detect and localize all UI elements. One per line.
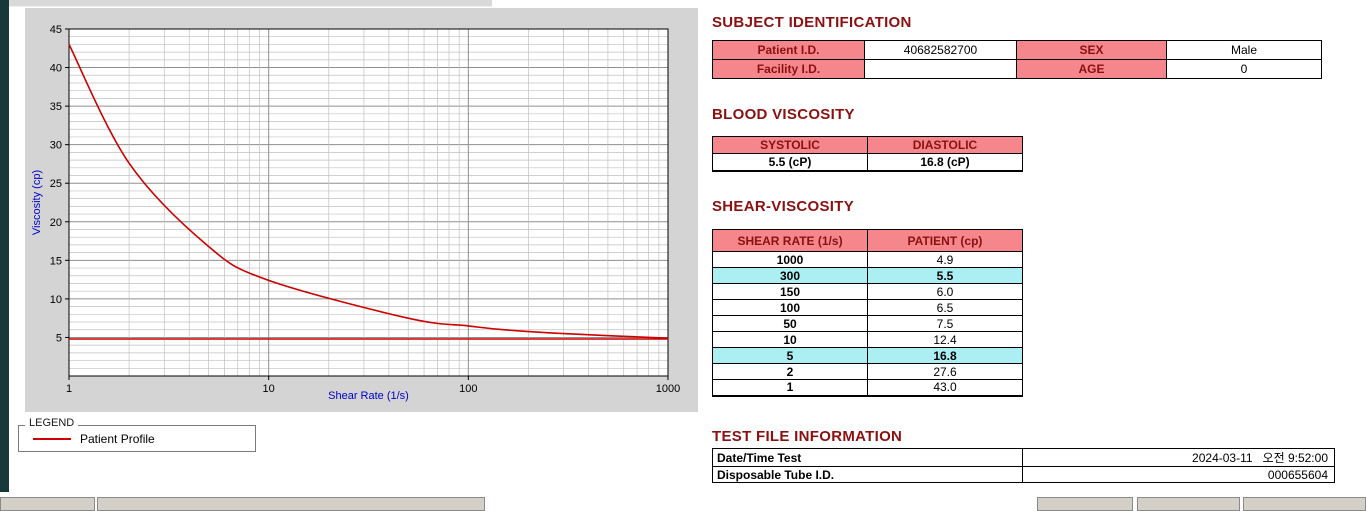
systolic-header: SYSTOLIC xyxy=(712,136,868,154)
shear-row: 10 12.4 xyxy=(712,331,1023,348)
shear-rate-cell: 300 xyxy=(712,267,868,284)
bottom-button[interactable] xyxy=(1037,497,1133,511)
subject-identification-title: SUBJECT IDENTIFICATION xyxy=(712,14,912,31)
date-time-test-value: 2024-03-11 오전 9:52:00 xyxy=(1022,448,1335,467)
bottom-button[interactable] xyxy=(1243,497,1366,511)
patient-id-label: Patient I.D. xyxy=(712,40,865,60)
svg-text:1: 1 xyxy=(66,383,72,395)
patient-value-cell: 6.0 xyxy=(867,283,1023,300)
shear-rate-cell: 150 xyxy=(712,283,868,300)
legend-caption: LEGEND xyxy=(25,417,79,429)
patient-value-cell: 16.8 xyxy=(867,347,1023,364)
facility-id-label: Facility I.D. xyxy=(712,59,865,79)
svg-text:35: 35 xyxy=(50,101,62,113)
svg-text:25: 25 xyxy=(50,178,62,190)
age-value: 0 xyxy=(1166,59,1322,79)
table-row: Disposable Tube I.D. 000655604 xyxy=(712,466,1335,483)
svg-text:40: 40 xyxy=(50,63,62,75)
shear-row: 300 5.5 xyxy=(712,267,1023,284)
legend-item-label: Patient Profile xyxy=(80,431,155,446)
bottom-button[interactable] xyxy=(97,497,485,511)
shear-row: 2 27.6 xyxy=(712,363,1023,380)
age-label: AGE xyxy=(1016,59,1167,79)
table-row: 5.5 (cP) 16.8 (cP) xyxy=(712,153,1023,171)
shear-row: 50 7.5 xyxy=(712,315,1023,332)
patient-profile-line-swatch xyxy=(33,437,71,440)
patient-value-cell: 6.5 xyxy=(867,299,1023,316)
shear-row: 150 6.0 xyxy=(712,283,1023,300)
table-row: Patient I.D. 40682582700 SEX Male xyxy=(712,40,1322,60)
patient-value-cell: 7.5 xyxy=(867,315,1023,332)
shear-row: 1000 4.9 xyxy=(712,251,1023,268)
patient-value-cell: 27.6 xyxy=(867,363,1023,380)
disposable-tube-id-label: Disposable Tube I.D. xyxy=(712,466,1023,483)
sex-label: SEX xyxy=(1016,40,1167,60)
patient-value-cell: 43.0 xyxy=(867,379,1023,396)
shear-rate-header: SHEAR RATE (1/s) xyxy=(712,229,868,252)
shear-rate-cell: 50 xyxy=(712,315,868,332)
patient-value-cell: 5.5 xyxy=(867,267,1023,284)
test-file-information-title: TEST FILE INFORMATION xyxy=(712,428,903,445)
systolic-value: 5.5 (cP) xyxy=(712,153,868,171)
bottom-button[interactable] xyxy=(1137,497,1240,511)
svg-text:100: 100 xyxy=(459,383,477,395)
shear-viscosity-table: SHEAR RATE (1/s) PATIENT (cp) 1000 4.9 3… xyxy=(712,229,1023,397)
shear-row: 1 43.0 xyxy=(712,379,1023,396)
legend-item: Patient Profile xyxy=(19,426,255,451)
sex-value: Male xyxy=(1166,40,1322,60)
subject-identification-table: Patient I.D. 40682582700 SEX Male Facili… xyxy=(712,40,1322,79)
shear-rate-cell: 1 xyxy=(712,379,868,396)
svg-text:30: 30 xyxy=(50,140,62,152)
shear-row: 100 6.5 xyxy=(712,299,1023,316)
legend-box: LEGEND Patient Profile xyxy=(18,417,256,452)
table-row: Facility I.D. AGE 0 xyxy=(712,59,1322,79)
blood-viscosity-table: SYSTOLIC DIASTOLIC 5.5 (cP) 16.8 (cP) xyxy=(712,136,1023,172)
svg-text:20: 20 xyxy=(50,217,62,229)
table-header-row: SHEAR RATE (1/s) PATIENT (cp) xyxy=(712,229,1023,252)
table-row: Date/Time Test 2024-03-11 오전 9:52:00 xyxy=(712,448,1335,467)
svg-text:10: 10 xyxy=(263,383,275,395)
viscosity-chart: 5 10 15 20 25 30 35 40 45 1 10 100 1000 Shear Rate (1… xyxy=(31,24,680,402)
patient-value-cell: 12.4 xyxy=(867,331,1023,348)
svg-text:10: 10 xyxy=(50,294,62,306)
patient-value-cell: 4.9 xyxy=(867,251,1023,268)
bottom-button[interactable] xyxy=(0,497,95,511)
svg-text:Viscosity (cp): Viscosity (cp) xyxy=(31,170,43,235)
shear-row: 5 16.8 xyxy=(712,347,1023,364)
svg-text:45: 45 xyxy=(50,24,62,36)
blood-viscosity-title: BLOOD VISCOSITY xyxy=(712,106,855,123)
svg-text:5: 5 xyxy=(56,332,62,344)
table-row: SYSTOLIC DIASTOLIC xyxy=(712,136,1023,154)
facility-id-value xyxy=(864,59,1017,79)
left-edge-bar xyxy=(0,0,9,492)
svg-text:15: 15 xyxy=(50,255,62,267)
test-file-information-table: Date/Time Test 2024-03-11 오전 9:52:00 Dis… xyxy=(712,448,1335,483)
shear-rate-cell: 1000 xyxy=(712,251,868,268)
shear-rate-cell: 2 xyxy=(712,363,868,380)
top-toolbar-fragment xyxy=(9,0,492,7)
shear-viscosity-title: SHEAR-VISCOSITY xyxy=(712,198,855,215)
diastolic-header: DIASTOLIC xyxy=(867,136,1023,154)
svg-text:Shear Rate (1/s): Shear Rate (1/s) xyxy=(328,390,409,402)
diastolic-value: 16.8 (cP) xyxy=(867,153,1023,171)
shear-rate-cell: 10 xyxy=(712,331,868,348)
disposable-tube-id-value: 000655604 xyxy=(1022,466,1335,483)
svg-text:1000: 1000 xyxy=(656,383,680,395)
patient-cp-header: PATIENT (cp) xyxy=(867,229,1023,252)
shear-rate-cell: 100 xyxy=(712,299,868,316)
patient-id-value: 40682582700 xyxy=(864,40,1017,60)
date-time-test-label: Date/Time Test xyxy=(712,448,1023,467)
chart-panel: 5 10 15 20 25 30 35 40 45 1 10 100 1000 Shear Rate (1… xyxy=(25,8,698,412)
shear-rate-cell: 5 xyxy=(712,347,868,364)
